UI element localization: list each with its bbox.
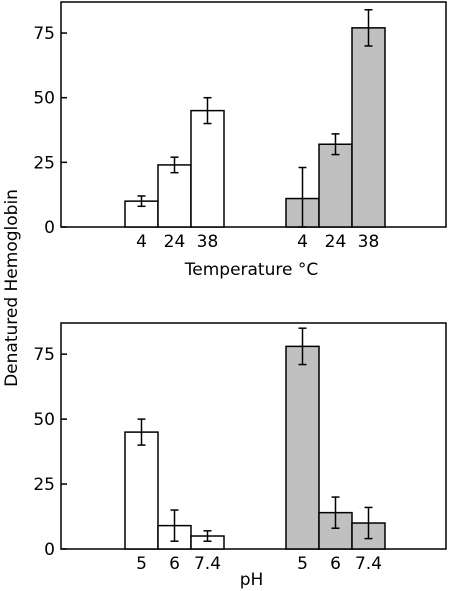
bar — [285, 345, 320, 550]
plot-frame — [60, 1, 447, 228]
x-tick-label: 38 — [197, 232, 219, 252]
temperature-panel: 0 25 50 75 4 24 38 4 24 38 Temperature °C — [33, 1, 447, 280]
bar — [124, 431, 159, 550]
bar — [190, 109, 225, 228]
y-tick-label: 0 — [44, 540, 55, 560]
bar — [157, 164, 192, 228]
x-tick-label: 24 — [325, 232, 347, 252]
x-axis-title: pH — [240, 570, 264, 590]
y-tick-label: 0 — [44, 218, 55, 238]
bar — [318, 143, 353, 228]
y-tick-label: 50 — [33, 410, 55, 430]
x-tick-label: 24 — [164, 232, 186, 252]
x-tick-label: 6 — [169, 554, 180, 574]
y-tick-label: 75 — [33, 345, 55, 365]
x-tick-label: 5 — [136, 554, 147, 574]
ph-panel: 0 25 50 75 5 6 7.4 5 6 7.4 pH — [33, 322, 447, 590]
y-tick-label: 75 — [33, 24, 55, 44]
x-tick-label: 38 — [358, 232, 380, 252]
x-axis-title: Temperature °C — [184, 260, 318, 280]
x-tick-label: 4 — [136, 232, 147, 252]
x-tick-label: 6 — [330, 554, 341, 574]
x-tick-label: 4 — [297, 232, 308, 252]
y-tick-label: 25 — [33, 153, 55, 173]
x-tick-label: 5 — [297, 554, 308, 574]
bar — [351, 27, 386, 228]
y-tick-label: 25 — [33, 475, 55, 495]
plot-frame — [60, 322, 447, 550]
y-axis-label: Denatured Hemoglobin — [2, 189, 22, 387]
y-tick-label: 50 — [33, 89, 55, 109]
x-tick-label: 7.4 — [355, 554, 382, 574]
x-tick-label: 7.4 — [194, 554, 221, 574]
